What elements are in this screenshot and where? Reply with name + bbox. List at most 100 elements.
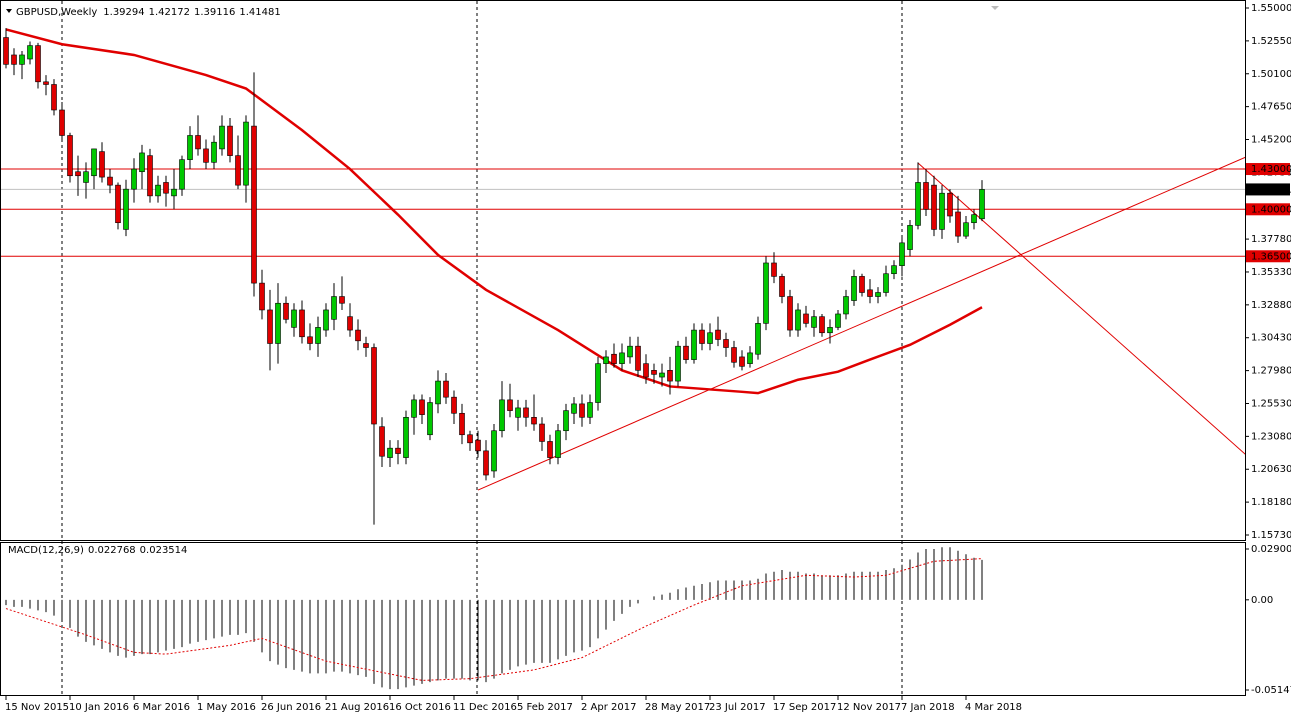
candle-body — [523, 407, 529, 418]
candle-body — [923, 182, 929, 210]
candle-body — [51, 84, 57, 111]
candle-body — [267, 309, 273, 344]
candle-body — [83, 171, 89, 183]
candle-body — [451, 396, 457, 414]
moving-average — [5, 28, 983, 395]
candle-body — [779, 276, 785, 297]
candle-body — [667, 370, 673, 382]
chart-header: GBPUSD,Weekly 1.39294 1.42172 1.39116 1.4148… — [16, 7, 281, 18]
candle-body — [123, 188, 129, 230]
x-tick-label: 5 Feb 2017 — [517, 702, 573, 713]
candle-body — [107, 176, 113, 186]
level-label: 1.40000 — [1251, 204, 1291, 215]
candle-body — [403, 417, 409, 458]
symbol: GBPUSD,Weekly — [16, 7, 97, 18]
candle-body — [419, 399, 425, 415]
macd-title: MACD(12,26,9) — [8, 545, 84, 556]
candle-body — [795, 309, 801, 331]
x-tick-label: 1 May 2016 — [197, 702, 256, 713]
candle-body — [811, 316, 817, 328]
y-tick-label: 1.35330 — [1251, 267, 1291, 278]
candle-body — [907, 225, 913, 250]
candle-body — [803, 313, 809, 324]
candle-body — [171, 188, 177, 197]
candle-body — [755, 323, 761, 355]
axes: 1.550001.525501.501001.476501.452001.427… — [5, 3, 1291, 713]
candle-body — [763, 262, 769, 324]
y-tick-label: 1.55000 — [1251, 3, 1291, 14]
candle-body — [355, 329, 361, 342]
x-tick-label: 10 Jan 2016 — [69, 702, 129, 713]
candle-body — [243, 121, 249, 186]
candle-body — [579, 403, 585, 418]
candle-body — [75, 171, 81, 177]
candle-body — [955, 211, 961, 237]
candle-body — [691, 329, 697, 360]
candle-body — [747, 352, 753, 364]
header-arrow — [6, 9, 12, 13]
main-panel — [0, 0, 1246, 541]
candle-body — [275, 302, 281, 344]
y-tick-label: 1.27980 — [1251, 366, 1291, 377]
y-tick-label: 1.15730 — [1251, 530, 1291, 541]
signal-value: 0.023514 — [140, 545, 188, 556]
candle-body — [739, 356, 745, 367]
x-tick-label: 17 Sep 2017 — [773, 702, 836, 713]
y-tick-label: 1.23080 — [1251, 431, 1291, 442]
current-price-label: 1.41481 — [1251, 184, 1291, 195]
x-tick-label: 12 Nov 2017 — [837, 702, 901, 713]
candle-body — [259, 282, 265, 311]
candle-body — [963, 222, 969, 237]
x-tick-label: 26 Jun 2016 — [261, 702, 321, 713]
candle-body — [931, 184, 937, 230]
candle-body — [347, 316, 353, 331]
candle-body — [587, 402, 593, 418]
candle-body — [723, 339, 729, 348]
y-tick-label: 1.20630 — [1251, 464, 1291, 475]
y-tick-label: 1.47650 — [1251, 102, 1291, 113]
candle-body — [835, 313, 841, 328]
candle-body — [603, 356, 609, 364]
candle-body — [771, 262, 777, 277]
candle-body — [251, 125, 257, 284]
candle-body — [147, 155, 153, 197]
candle-body — [163, 182, 169, 194]
candle-body — [635, 345, 641, 371]
level-label: 1.43000 — [1251, 164, 1291, 175]
candle-body — [843, 296, 849, 315]
candle-body — [627, 345, 633, 358]
candle-body — [555, 430, 561, 458]
candle-body — [539, 423, 545, 442]
candle-body — [59, 109, 65, 136]
x-tick-label: 7 Jan 2018 — [901, 702, 955, 713]
candle-body — [387, 447, 393, 458]
candle-body — [979, 189, 985, 220]
candle-body — [11, 54, 17, 65]
candle-body — [483, 450, 489, 476]
macd-plot — [5, 547, 983, 690]
candle-body — [371, 347, 377, 425]
candle-body — [651, 370, 657, 375]
scroll-marker — [991, 6, 999, 10]
candle-body — [27, 45, 33, 60]
candle-body — [91, 148, 97, 177]
candle-body — [531, 417, 537, 425]
y-tick-label: 1.37780 — [1251, 234, 1291, 245]
candle-body — [459, 412, 465, 436]
candle-body — [707, 332, 713, 344]
candle-body — [179, 159, 185, 190]
candle-body — [99, 151, 105, 178]
candle-body — [883, 273, 889, 293]
candle-body — [611, 353, 617, 364]
candle-body — [731, 347, 737, 363]
candle-body — [939, 192, 945, 230]
candle-body — [427, 402, 433, 436]
candle-body — [827, 327, 833, 334]
candle-body — [891, 265, 897, 275]
candle-body — [131, 168, 137, 190]
candle-body — [443, 380, 449, 398]
candle-body — [659, 372, 665, 378]
candle-body — [595, 363, 601, 403]
candle-body — [675, 345, 681, 382]
y-tick-label: 1.18180 — [1251, 497, 1291, 508]
